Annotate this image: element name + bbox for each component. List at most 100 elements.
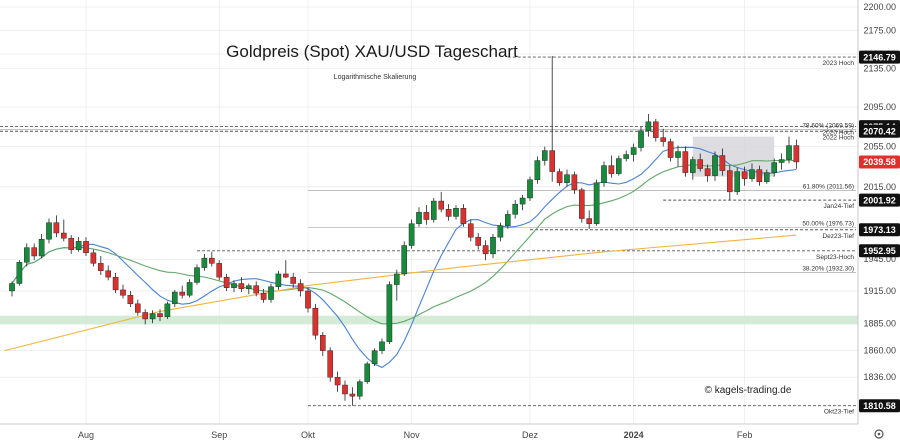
candle <box>549 55 555 182</box>
candle-body-down <box>608 165 615 174</box>
price-label-text: 1973.13 <box>863 225 896 235</box>
candle-body-up <box>431 200 437 220</box>
candle <box>283 260 289 279</box>
candle <box>164 301 171 319</box>
candle <box>660 128 666 147</box>
candle-body-up <box>490 236 496 255</box>
candle-body-down <box>83 241 89 254</box>
ma-line-20 <box>11 146 797 369</box>
price-label-text: 1952.95 <box>863 246 896 256</box>
candle <box>9 281 15 297</box>
candle <box>667 138 674 162</box>
candle <box>112 272 119 294</box>
candle-body-down <box>68 238 74 250</box>
candle <box>690 156 696 180</box>
candle-body-down <box>105 270 111 278</box>
candle-body-down <box>253 285 260 294</box>
candle-body-up <box>534 160 541 180</box>
candle-body-up <box>268 286 274 300</box>
candle <box>275 270 282 290</box>
candle <box>364 361 371 384</box>
candle-body-up <box>364 363 371 382</box>
candle <box>468 219 474 242</box>
candle-body-down <box>579 189 585 219</box>
candle <box>208 251 215 267</box>
candle <box>157 309 163 322</box>
candle <box>134 299 141 316</box>
price-label-text: 1810.58 <box>863 401 896 411</box>
price-label-text: 2146.79 <box>863 52 896 62</box>
candle <box>223 273 230 291</box>
candle-body-up <box>527 179 533 199</box>
candle <box>749 163 755 182</box>
candle-body-down <box>97 263 104 271</box>
candle <box>704 164 711 182</box>
level-label: 61.80% (2011.56) <box>803 183 854 190</box>
level-label: Jan24-Tief <box>824 203 855 210</box>
settings-icon[interactable] <box>874 429 884 439</box>
candle-body-down <box>112 276 119 291</box>
price-label-box <box>859 223 900 237</box>
candle-body-down <box>727 170 733 193</box>
candle-body-up <box>416 212 422 224</box>
candle <box>53 215 60 238</box>
candle <box>327 347 334 382</box>
candle-body-up <box>149 313 156 320</box>
candle <box>490 234 496 259</box>
candle <box>497 222 504 242</box>
price-label-text: 2070.42 <box>863 126 896 136</box>
candle-body-down <box>238 283 245 290</box>
candle <box>460 204 467 227</box>
price-label-layer: 2146.792075.142070.422039.582001.921973.… <box>859 50 900 413</box>
candle <box>564 169 570 187</box>
candle-body-down <box>320 335 326 351</box>
x-tick-label: Nov <box>404 430 421 440</box>
candle <box>349 387 356 406</box>
candle <box>253 281 260 297</box>
candle-body-down <box>120 289 126 296</box>
candle-body-up <box>690 159 696 173</box>
candle <box>38 234 45 259</box>
candle <box>16 260 23 286</box>
zone-0 <box>0 315 858 325</box>
x-tick-label: Dez <box>522 430 539 440</box>
candle-body-up <box>186 282 193 296</box>
candle-body-up <box>638 130 644 148</box>
candle-body-up <box>505 214 511 226</box>
candle <box>120 284 126 299</box>
candle <box>90 249 97 267</box>
candle <box>416 207 422 227</box>
candle <box>83 237 89 256</box>
price-label-box <box>859 244 900 258</box>
candle <box>608 155 615 178</box>
level-label: 2020 Hoch <box>823 130 855 137</box>
candle-body-up <box>171 291 178 305</box>
candle-body-up <box>275 273 282 287</box>
candle-body-up <box>231 283 237 288</box>
candle <box>24 243 30 267</box>
candle-body-down <box>305 290 311 309</box>
price-label: 1952.95 <box>859 244 900 258</box>
candle <box>46 218 52 244</box>
candle <box>756 165 763 186</box>
candle-body-up <box>564 174 570 183</box>
candle-body-down <box>179 291 186 296</box>
candle <box>171 289 178 308</box>
candle-body-down <box>349 393 356 397</box>
candle <box>149 310 156 324</box>
candle-body-down <box>719 155 726 171</box>
level-label: 78.60% (2069.59) <box>802 123 854 130</box>
candle-body-down <box>283 273 289 278</box>
candle-body-up <box>749 169 755 179</box>
candle-body-up <box>519 197 526 205</box>
level-label: 50.00% (1976.73) <box>802 221 854 228</box>
price-label-box <box>859 50 900 64</box>
candle-body-down <box>334 376 341 386</box>
candle <box>727 165 733 201</box>
candle <box>445 204 452 221</box>
candle <box>379 338 385 354</box>
candle-body-up <box>593 182 600 224</box>
y-tick-label: 1945.00 <box>863 254 896 264</box>
candle-body-down <box>297 283 304 292</box>
price-label-box <box>859 124 900 138</box>
